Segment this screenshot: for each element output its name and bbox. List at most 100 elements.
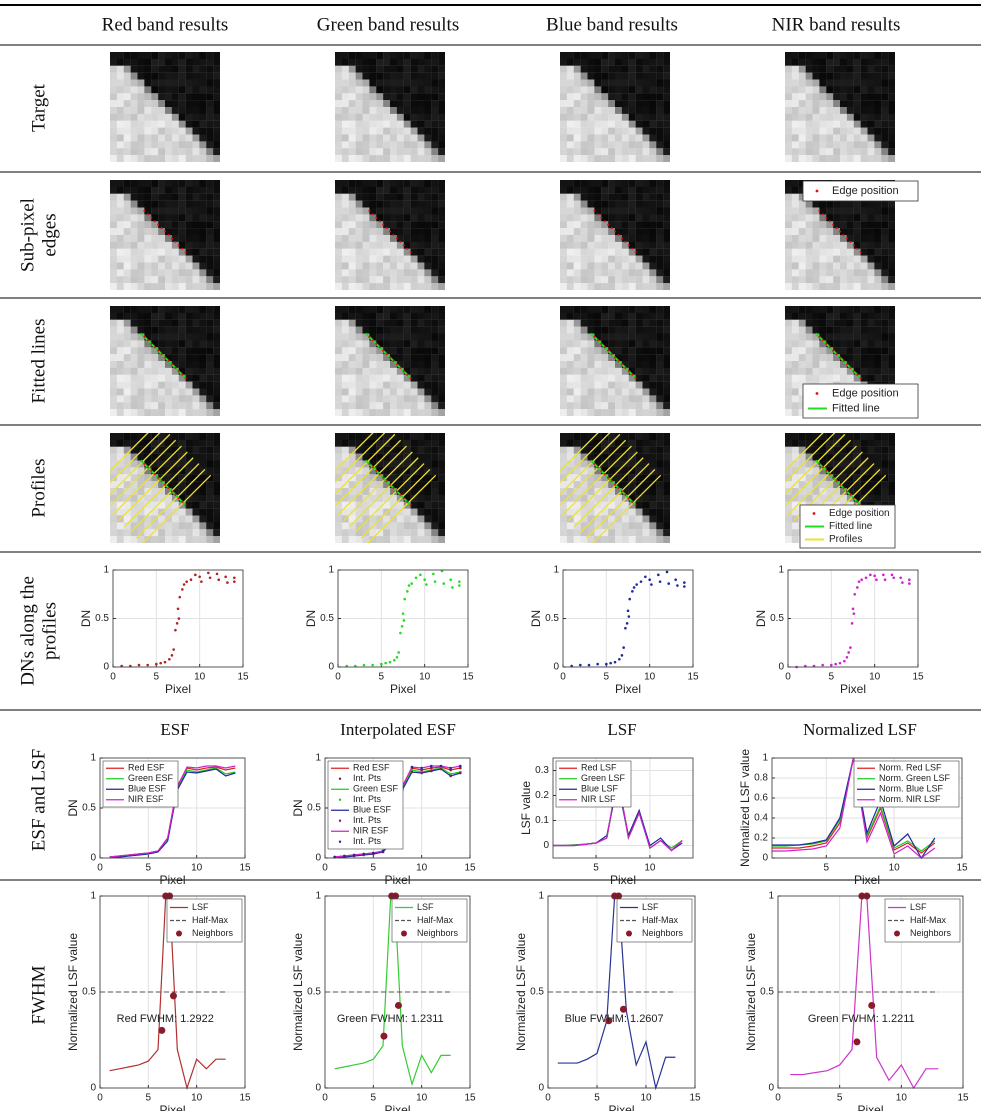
x-axis-label: Pixel — [390, 682, 416, 696]
y-tick-label: 0.5 — [95, 613, 109, 624]
data-point — [847, 651, 850, 654]
y-tick-label: 0.5 — [307, 987, 321, 998]
x-tick-label: 0 — [97, 1093, 103, 1104]
edge-point — [846, 490, 848, 492]
legend-label: Int. Pts — [353, 836, 382, 846]
y-tick-label: 1 — [328, 565, 334, 576]
edge-point — [164, 357, 166, 359]
data-point — [901, 581, 904, 584]
edge-point — [631, 501, 633, 503]
edge-point — [856, 248, 858, 250]
y-axis-label: LSF value — [519, 781, 533, 835]
edge-point — [839, 484, 841, 486]
data-point — [908, 582, 911, 585]
edge-point — [604, 473, 606, 475]
column-header: NIR band results — [772, 14, 901, 35]
edge-point — [178, 370, 180, 372]
legend-label: Edge position — [829, 508, 890, 519]
edge-point — [403, 497, 405, 499]
edge-point — [147, 339, 149, 341]
y-axis-label: DN — [79, 610, 93, 627]
data-point — [408, 584, 411, 587]
data-point — [403, 619, 406, 622]
edge-point — [600, 470, 602, 472]
y-tick-label: 0 — [315, 853, 321, 864]
edge-point — [150, 470, 152, 472]
edge-point — [171, 363, 173, 365]
y-tick-label: 1 — [762, 753, 768, 764]
edge-point — [382, 224, 384, 226]
data-point — [432, 573, 435, 576]
data-point — [146, 664, 149, 667]
y-tick-label: 0.4 — [754, 813, 768, 824]
x-axis-label: Pixel — [840, 682, 866, 696]
x-axis-label: Pixel — [159, 873, 185, 887]
edge-point — [372, 466, 374, 468]
y-tick-label: 1 — [103, 565, 109, 576]
legend-label: Int. Pts — [353, 815, 382, 825]
data-point — [380, 663, 383, 666]
edge-point — [593, 463, 595, 465]
edge-point — [818, 463, 820, 465]
x-tick-label: 10 — [416, 1093, 428, 1104]
row-label: FWHM — [28, 965, 49, 1024]
legend-swatch — [339, 778, 341, 780]
legend-label: LSF — [910, 902, 927, 912]
edge-point — [399, 367, 401, 369]
legend-label: Profiles — [829, 534, 862, 545]
annotation: Green FWHM: 1.2311 — [337, 1013, 444, 1025]
edge-point — [389, 484, 391, 486]
y-axis-label: Normalized LSF value — [291, 933, 305, 1051]
edge-point — [143, 210, 145, 212]
legend-label: Neighbors — [192, 928, 234, 938]
edge-point — [849, 241, 851, 243]
edge-point — [174, 241, 176, 243]
legend-label: LSF — [192, 902, 209, 912]
data-point — [683, 581, 686, 584]
x-tick-label: 15 — [957, 1093, 969, 1104]
data-point — [397, 651, 400, 654]
edge-point — [185, 251, 187, 253]
data-point — [624, 627, 627, 630]
data-point — [666, 571, 669, 574]
annotation: Red FWHM: 1.2922 — [117, 1013, 214, 1025]
data-point — [363, 664, 366, 667]
data-point — [389, 661, 392, 664]
edge-point — [382, 477, 384, 479]
data-point — [899, 576, 902, 579]
data-point — [449, 767, 452, 770]
y-axis-label: DN — [291, 799, 305, 816]
edge-point — [379, 220, 381, 222]
data-point — [851, 622, 854, 625]
data-point — [171, 654, 174, 657]
y-axis-label: DN — [754, 610, 768, 627]
edge-point — [185, 377, 187, 379]
legend-label: Blue ESF — [128, 784, 167, 794]
data-point — [411, 771, 414, 774]
data-point — [430, 770, 433, 773]
legend-label: Neighbors — [910, 928, 952, 938]
legend-label: Int. Pts — [353, 773, 382, 783]
data-point — [411, 766, 414, 769]
data-point — [834, 663, 837, 666]
edge-point — [593, 210, 595, 212]
data-point — [449, 775, 452, 778]
edge-point — [617, 487, 619, 489]
edge-point — [818, 210, 820, 212]
edge-point — [597, 213, 599, 215]
x-axis-label: Pixel — [608, 1103, 634, 1111]
target-image — [335, 180, 445, 290]
data-point — [674, 578, 677, 581]
target-image — [110, 306, 220, 416]
edge-point — [403, 244, 405, 246]
legend-label: Blue LSF — [581, 784, 619, 794]
data-point — [622, 646, 625, 649]
y-axis-label: Normalized LSF value — [738, 749, 752, 867]
edge-point — [167, 487, 169, 489]
edge-point — [389, 357, 391, 359]
edge-point — [375, 217, 377, 219]
legend-swatch — [401, 931, 407, 937]
edge-point — [822, 213, 824, 215]
legend-label: Neighbors — [642, 928, 684, 938]
x-tick-label: 5 — [594, 1093, 600, 1104]
